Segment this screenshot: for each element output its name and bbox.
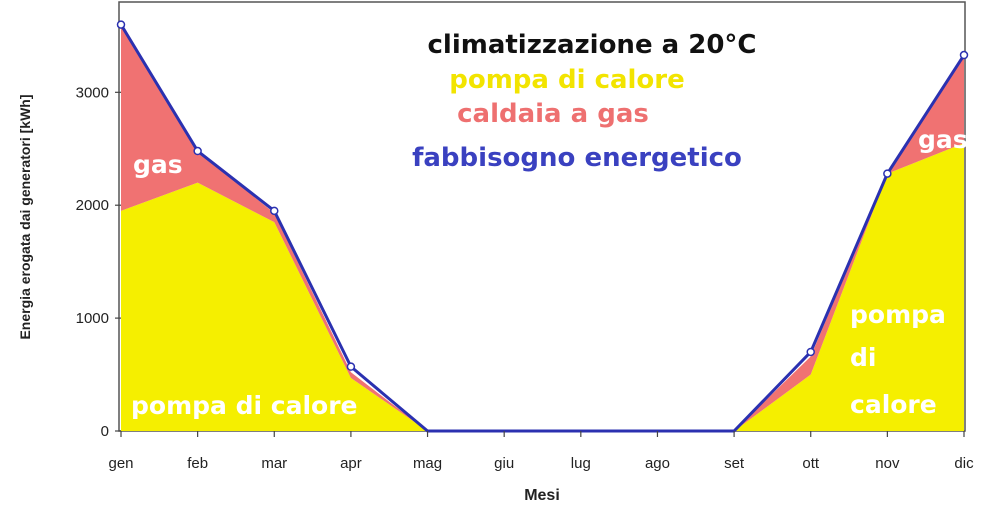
demand-layer bbox=[116, 20, 969, 433]
area-pompa-di-calore bbox=[121, 143, 964, 432]
x-tick-label-mag: mag bbox=[413, 455, 442, 472]
y-tick-label-1000: 1000 bbox=[76, 310, 109, 327]
demand-point-nov bbox=[883, 169, 892, 178]
y-axis-label: Energia erogata dai generatori [kWh] bbox=[17, 94, 33, 339]
line-fabbisogno-energetico bbox=[119, 23, 966, 433]
y-tick-label-0: 0 bbox=[101, 423, 109, 440]
x-tick-label-apr: apr bbox=[340, 455, 362, 472]
heat-pump-label-right-3: calore bbox=[850, 390, 937, 419]
demand-point-dic bbox=[959, 50, 969, 60]
x-tick-label-feb: feb bbox=[187, 455, 208, 472]
demand-point-mar bbox=[270, 206, 279, 216]
legend-heat-pump: pompa di calore bbox=[449, 65, 685, 95]
heat-pump-label-right-2: di bbox=[850, 343, 876, 372]
demand-point-apr bbox=[346, 362, 356, 371]
x-tick-label-gen: gen bbox=[108, 455, 133, 472]
x-axis-label: Mesi bbox=[524, 487, 560, 504]
x-tick-label-ott: ott bbox=[802, 455, 820, 472]
gas-label-right: gas bbox=[918, 125, 968, 154]
gas-label-left: gas bbox=[133, 150, 183, 179]
x-tick-label-giu: giu bbox=[494, 455, 514, 472]
area-layer bbox=[121, 24, 964, 432]
legend-gas-boiler: caldaia a gas bbox=[457, 99, 649, 129]
axes-layer: 0 1000 2000 3000 gen feb mar apr mag giu lug ago set… bbox=[76, 84, 974, 472]
demand-point-ott bbox=[806, 347, 815, 357]
x-tick-label-lug: lug bbox=[571, 455, 591, 472]
legend-energy-demand: fabbisogno energetico bbox=[412, 143, 742, 173]
heat-pump-label-left: pompa di calore bbox=[131, 391, 357, 420]
demand-point-feb bbox=[193, 146, 202, 156]
y-tick-label-2000: 2000 bbox=[76, 197, 109, 214]
x-tick-label-mar: mar bbox=[261, 455, 287, 472]
x-tick-label-nov: nov bbox=[875, 455, 900, 472]
x-tick-label-set: set bbox=[724, 455, 745, 472]
demand-point-gen bbox=[116, 20, 126, 29]
x-tick-label-ago: ago bbox=[645, 455, 670, 472]
x-tick-label-dic: dic bbox=[954, 455, 974, 472]
legend-title: climatizzazione a 20°C bbox=[428, 30, 757, 60]
heat-pump-label-right-1: pompa bbox=[850, 300, 946, 329]
y-tick-label-3000: 3000 bbox=[76, 84, 109, 101]
